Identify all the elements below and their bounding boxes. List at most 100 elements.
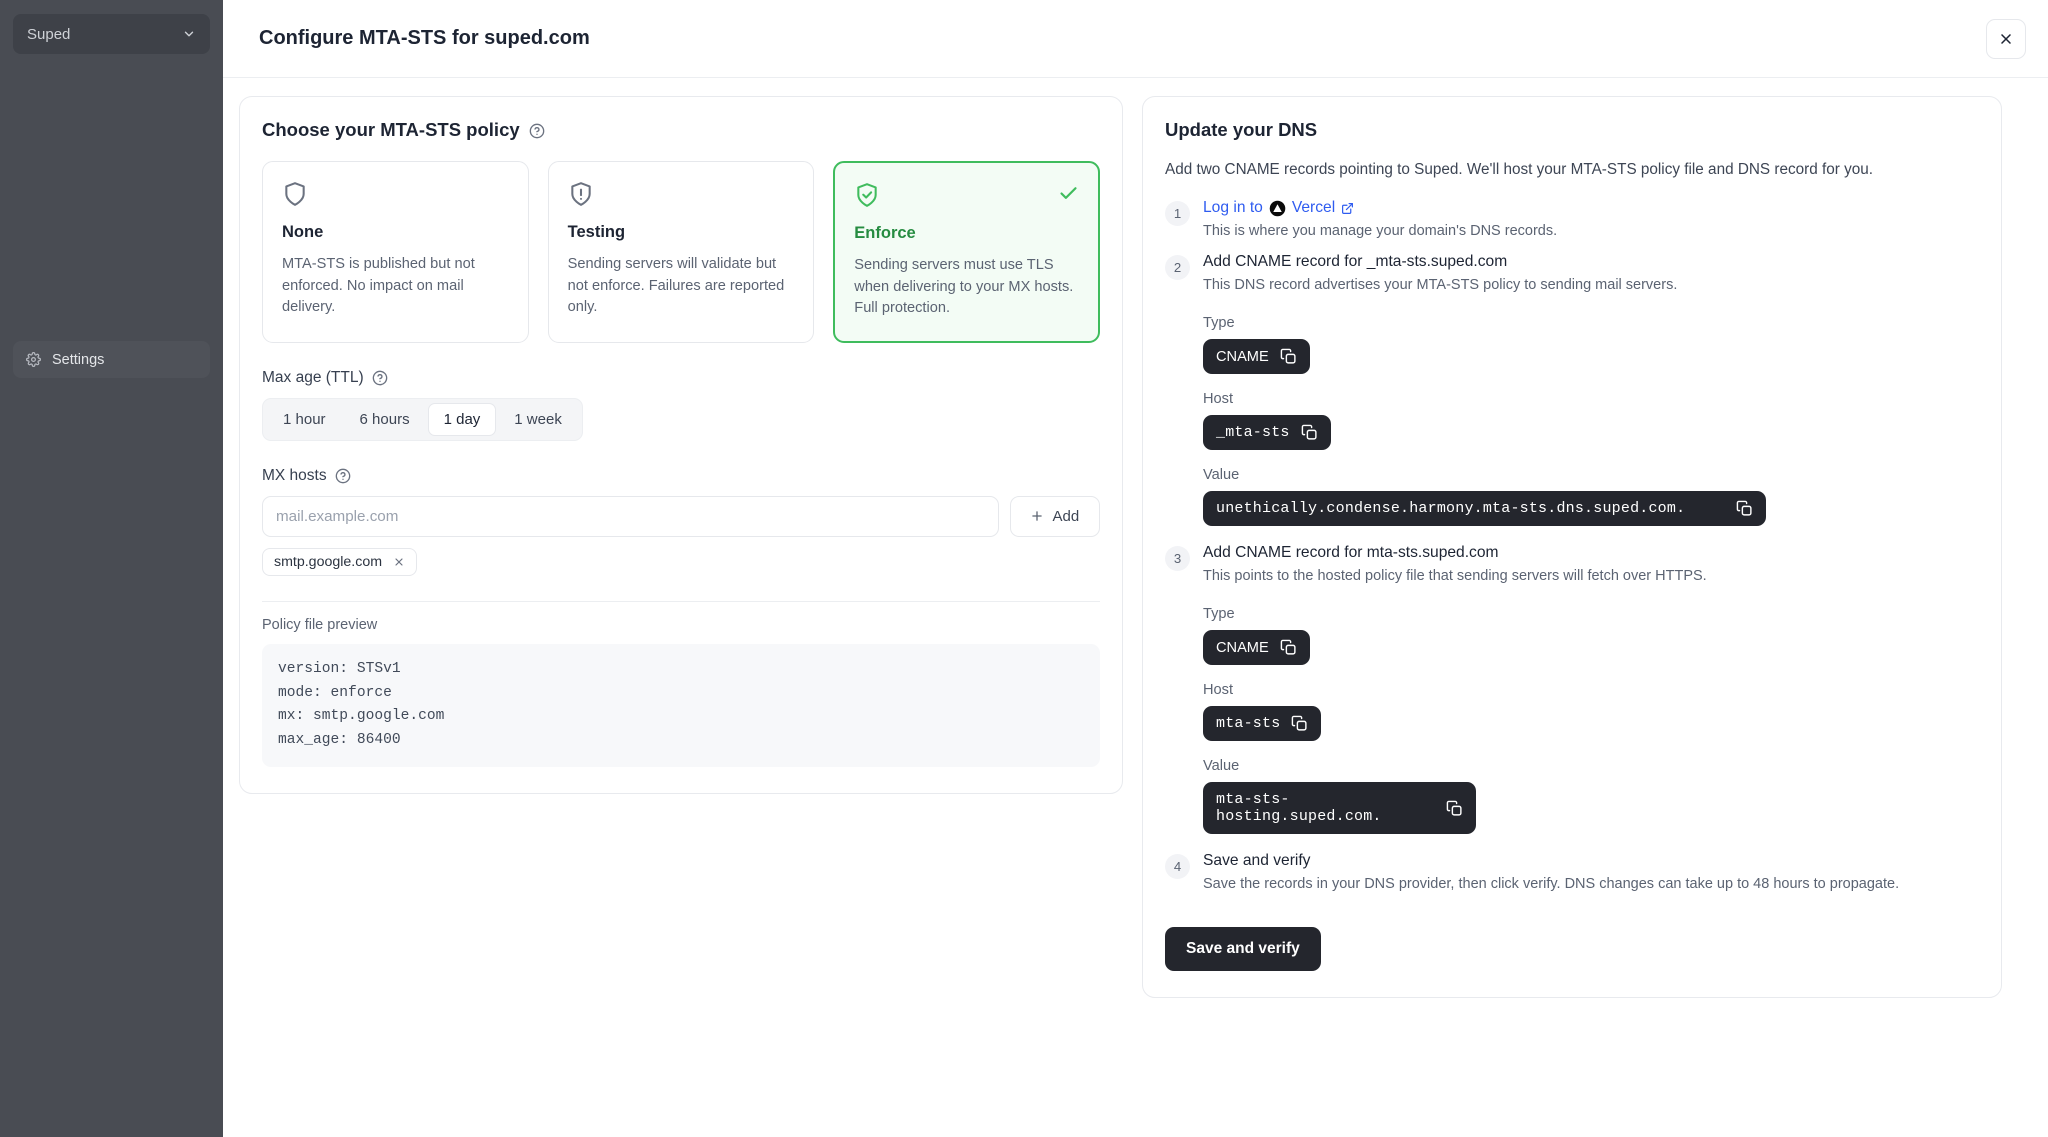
mx-hosts-label: MX hosts: [262, 467, 1100, 485]
ttl-option-1-hour[interactable]: 1 hour: [283, 410, 326, 428]
ttl-option-6-hours[interactable]: 6 hours: [359, 410, 410, 428]
record-value-label: Value: [1203, 467, 1240, 483]
dns-panel-title-text: Update your DNS: [1165, 119, 1318, 140]
sidebar-nav: Settings: [13, 341, 210, 378]
policy-card-none[interactable]: None MTA-STS is published but not enforc…: [262, 161, 529, 343]
policy-name: Enforce: [854, 224, 916, 242]
dns-panel: Update your DNS Add two CNAME records po…: [1142, 96, 2002, 998]
configure-mta-sts-modal: Configure MTA-STS for suped.com Choose y…: [223, 0, 2048, 1130]
step-number: 3: [1165, 546, 1190, 571]
record-type-value-copy[interactable]: CNAME: [1203, 630, 1310, 665]
policy-panel-title: Choose your MTA-STS policy: [262, 119, 1100, 141]
dns-intro-text: Add two CNAME records pointing to Suped.…: [1165, 161, 1874, 178]
policy-description: MTA-STS is published but not enforced. N…: [282, 256, 475, 316]
dns-step-2: 2 Add CNAME record for _mta-sts.suped.co…: [1165, 253, 1979, 526]
provider-login-prefix: Log in to: [1203, 199, 1263, 216]
sidebar: Suped Settings: [0, 0, 223, 1137]
policy-name: None: [282, 223, 324, 241]
add-mx-host-button[interactable]: Add: [1009, 495, 1100, 537]
record-type-value-copy[interactable]: CNAME: [1203, 339, 1310, 374]
ttl-label-text: Max age (TTL): [262, 368, 364, 386]
record-host-label: Host: [1203, 682, 1234, 698]
sidebar-item-settings[interactable]: Settings: [13, 341, 210, 378]
copy-icon: [1280, 639, 1297, 656]
shield-alert-icon: [568, 181, 594, 207]
step-description: This points to the hosted policy file th…: [1203, 568, 1707, 584]
modal-header: Configure MTA-STS for suped.com: [223, 0, 2048, 78]
policy-preview-content: version: STSv1 mode: enforce mx: smtp.go…: [262, 643, 1100, 767]
policy-description: Sending servers will validate but not en…: [567, 256, 785, 316]
record-host-value-copy[interactable]: mta-sts: [1203, 706, 1322, 741]
record-host-value-copy[interactable]: _mta-sts: [1203, 415, 1331, 450]
shield-check-icon: [854, 182, 880, 208]
policy-options: None MTA-STS is published but not enforc…: [262, 161, 1100, 343]
record-value-copy[interactable]: mta-sts-hosting.suped.com.: [1203, 782, 1476, 834]
external-link-icon: [1341, 202, 1354, 215]
modal-body: Choose your MTA-STS policy None MTA-STS …: [223, 78, 2048, 998]
record-type-label: Type: [1203, 315, 1235, 331]
mx-hosts-chip-list: smtp.google.com: [262, 547, 1100, 576]
record-host-label: Host: [1203, 391, 1234, 407]
close-icon[interactable]: [393, 556, 405, 568]
provider-login-link[interactable]: Log in to Vercel: [1203, 199, 1354, 217]
record-host-value: _mta-sts: [1216, 424, 1290, 441]
mx-host-input[interactable]: [262, 495, 999, 537]
chevron-down-icon: [182, 27, 196, 41]
step-description: Save the records in your DNS provider, t…: [1203, 876, 1900, 892]
add-mx-host-label: Add: [1052, 507, 1080, 525]
step-description: This is where you manage your domain's D…: [1203, 223, 1558, 239]
policy-card-testing[interactable]: Testing Sending servers will validate bu…: [547, 161, 815, 343]
help-circle-icon[interactable]: [529, 122, 545, 139]
dns-step-4: 4 Save and verify Save the records in yo…: [1165, 852, 1979, 892]
policy-preview-label: Policy file preview: [262, 616, 378, 633]
record-value-copy[interactable]: unethically.condense.harmony.mta-sts.dns…: [1203, 491, 1766, 526]
record-value: mta-sts-hosting.suped.com.: [1216, 791, 1382, 825]
step-title: Save and verify: [1203, 852, 1311, 869]
policy-panel: Choose your MTA-STS policy None MTA-STS …: [239, 96, 1123, 794]
close-button[interactable]: [1986, 18, 2026, 59]
record-type-label: Type: [1203, 606, 1235, 622]
ttl-option-1-week[interactable]: 1 week: [514, 410, 562, 428]
save-and-verify-button[interactable]: Save and verify: [1165, 927, 1321, 971]
plus-icon: [1030, 509, 1044, 523]
copy-icon: [1301, 424, 1318, 441]
provider-name: Vercel: [1291, 199, 1336, 216]
copy-icon: [1291, 715, 1308, 732]
ttl-segmented-control: 1 hour 6 hours 1 day 1 week: [262, 397, 583, 441]
policy-description: Sending servers must use TLS when delive…: [854, 257, 1074, 317]
close-icon: [1998, 31, 2014, 47]
mx-hosts-label-text: MX hosts: [262, 466, 327, 484]
policy-panel-title-text: Choose your MTA-STS policy: [262, 119, 520, 140]
gear-icon: [26, 352, 41, 367]
help-circle-icon[interactable]: [335, 468, 351, 484]
mx-host-chip: smtp.google.com: [262, 547, 418, 576]
record-type-value: CNAME: [1216, 348, 1269, 365]
dns-step-1: 1 Log in to Vercel This is wh: [1165, 199, 1979, 239]
step-number: 2: [1165, 255, 1190, 280]
page-title: Configure MTA-STS for suped.com: [259, 27, 590, 49]
policy-name: Testing: [567, 223, 626, 241]
sidebar-item-label: Settings: [52, 351, 105, 368]
ttl-option-1-day[interactable]: 1 day: [427, 402, 497, 436]
copy-icon: [1280, 348, 1297, 365]
record-host-value: mta-sts: [1216, 715, 1281, 732]
check-icon: [1058, 183, 1079, 204]
mx-hosts-input-row: Add: [262, 495, 1100, 537]
record-type-value: CNAME: [1216, 639, 1269, 656]
help-circle-icon[interactable]: [372, 370, 388, 386]
dns-step-3: 3 Add CNAME record for mta-sts.suped.com…: [1165, 544, 1979, 834]
ttl-label: Max age (TTL): [262, 369, 1100, 387]
mx-host-chip-label: smtp.google.com: [274, 553, 383, 570]
step-description: This DNS record advertises your MTA-STS …: [1203, 277, 1678, 293]
policy-card-enforce[interactable]: Enforce Sending servers must use TLS whe…: [833, 161, 1100, 343]
shield-icon: [282, 181, 308, 207]
dns-panel-title: Update your DNS: [1165, 119, 1979, 141]
copy-icon: [1446, 800, 1463, 817]
record-value: unethically.condense.harmony.mta-sts.dns…: [1216, 500, 1686, 517]
step-title: Add CNAME record for _mta-sts.suped.com: [1203, 253, 1508, 270]
org-switcher[interactable]: Suped: [13, 14, 210, 54]
org-switcher-label: Suped: [27, 25, 71, 43]
vercel-icon: [1269, 200, 1286, 217]
step-title: Add CNAME record for mta-sts.suped.com: [1203, 544, 1499, 561]
